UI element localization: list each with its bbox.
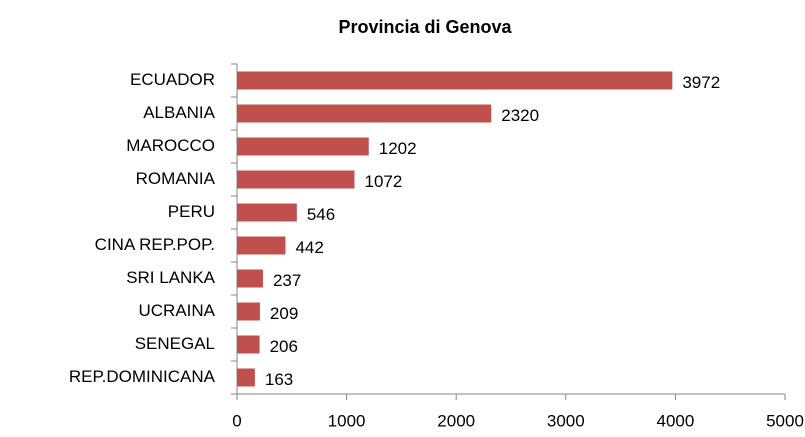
bar [237, 170, 355, 189]
bar [237, 104, 492, 123]
bar [237, 368, 255, 387]
chart-title: Provincia di Genova [338, 17, 512, 37]
value-label: 163 [265, 370, 293, 389]
bar [237, 71, 673, 90]
x-tick-label: 4000 [656, 411, 694, 430]
y-tick-label: CINA REP.POP. [95, 235, 215, 254]
value-label: 3972 [682, 73, 720, 92]
bar [237, 137, 369, 156]
value-label: 209 [270, 304, 298, 323]
x-tick-label: 2000 [437, 411, 475, 430]
value-label: 1072 [364, 172, 402, 191]
bar [237, 203, 297, 222]
y-tick-label: MAROCCO [126, 136, 215, 155]
bar [237, 335, 260, 354]
y-tick-label: ROMANIA [136, 169, 216, 188]
x-tick-label: 1000 [328, 411, 366, 430]
x-tick-label: 0 [232, 411, 241, 430]
y-tick-label: SRI LANKA [126, 268, 215, 287]
x-tick-label: 3000 [547, 411, 585, 430]
bar [237, 236, 286, 255]
y-tick-label: SENEGAL [135, 334, 215, 353]
value-label: 442 [295, 238, 323, 257]
value-label: 546 [307, 205, 335, 224]
y-tick-label: ECUADOR [130, 70, 215, 89]
bar [237, 302, 260, 321]
value-label: 2320 [501, 106, 539, 125]
x-tick-label: 5000 [766, 411, 804, 430]
value-label: 206 [270, 337, 298, 356]
bar [237, 269, 263, 288]
y-tick-label: PERU [168, 202, 215, 221]
value-label: 1202 [379, 139, 417, 158]
y-tick-label: ALBANIA [143, 103, 215, 122]
y-tick-label: UCRAINA [138, 301, 215, 320]
value-label: 237 [273, 271, 301, 290]
y-tick-label: REP.DOMINICANA [69, 367, 216, 386]
